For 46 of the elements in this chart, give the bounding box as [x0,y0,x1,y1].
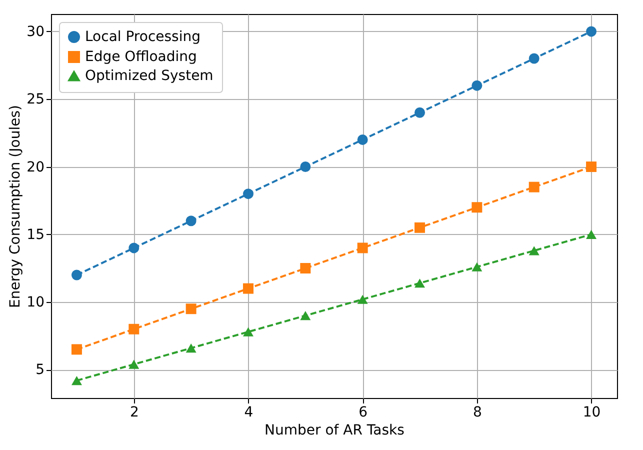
point [528,182,540,192]
x-tick-label: 2 [130,404,139,420]
point [243,327,254,336]
point [414,222,425,233]
y-axis-title: Energy Consumption (Joules) [8,105,24,308]
point [586,162,597,172]
y-tick-label: 30 [26,24,44,40]
point [586,26,597,37]
x-tick-label: 4 [244,404,254,420]
point [586,230,597,239]
point [414,278,425,288]
x-axis-title: Number of AR Tasks [264,422,404,438]
point [357,134,368,145]
point [357,294,368,304]
point [71,270,82,280]
point [186,344,196,353]
y-tick-label: 10 [26,294,44,311]
point [300,311,311,320]
point [128,324,140,334]
point [414,107,425,118]
point [243,188,254,200]
point [528,53,540,64]
point [186,216,196,226]
point [472,80,482,91]
point [472,262,482,272]
x-tick-label: 8 [472,404,482,420]
point [71,376,82,386]
legend-label: Edge Offloading [85,49,197,65]
point [128,242,140,254]
x-tick-label: 6 [358,404,368,420]
point [300,262,311,274]
point [128,360,140,369]
y-tick-label: 5 [36,362,44,378]
point [528,246,540,256]
point [71,344,82,355]
point [300,162,311,172]
y-tick-label: 20 [26,159,44,176]
point [472,202,482,213]
legend-label: Local Processing [85,29,200,45]
x-tick-label: 10 [582,404,601,420]
y-tick-label: 25 [26,92,44,108]
point [186,304,196,314]
y-tick-label: 15 [26,226,44,243]
legend-label: Optimized System [85,68,214,84]
point [243,283,254,294]
point [357,242,368,254]
